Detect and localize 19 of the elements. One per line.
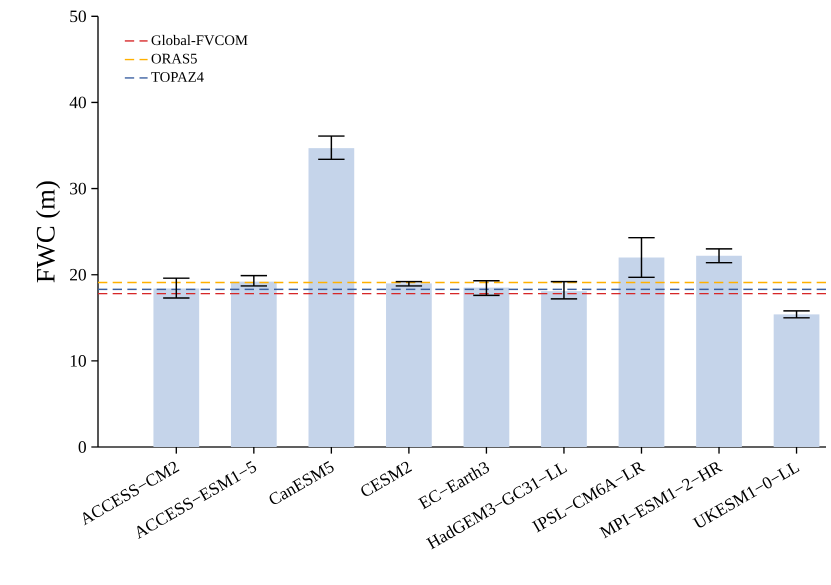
bar bbox=[464, 288, 510, 447]
y-tick-label: 50 bbox=[70, 10, 86, 22]
y-tick-label: 20 bbox=[70, 268, 86, 281]
bar bbox=[153, 288, 200, 447]
bar bbox=[541, 291, 587, 447]
bar bbox=[386, 283, 432, 447]
y-tick-label: 0 bbox=[78, 441, 86, 453]
bar bbox=[308, 148, 354, 447]
legend-label: TOPAZ4 bbox=[151, 72, 204, 82]
bar bbox=[230, 282, 277, 447]
legend-label: Global-FVCOM bbox=[152, 34, 248, 46]
y-tick-label: 40 bbox=[70, 96, 86, 108]
y-axis-title: FWC (m) bbox=[36, 181, 60, 282]
bar bbox=[696, 256, 742, 447]
legend-label: ORAS5 bbox=[152, 54, 197, 64]
bar bbox=[618, 258, 664, 447]
y-tick-label: 30 bbox=[70, 182, 86, 194]
bar bbox=[774, 314, 820, 447]
y-tick-label: 10 bbox=[70, 355, 86, 367]
